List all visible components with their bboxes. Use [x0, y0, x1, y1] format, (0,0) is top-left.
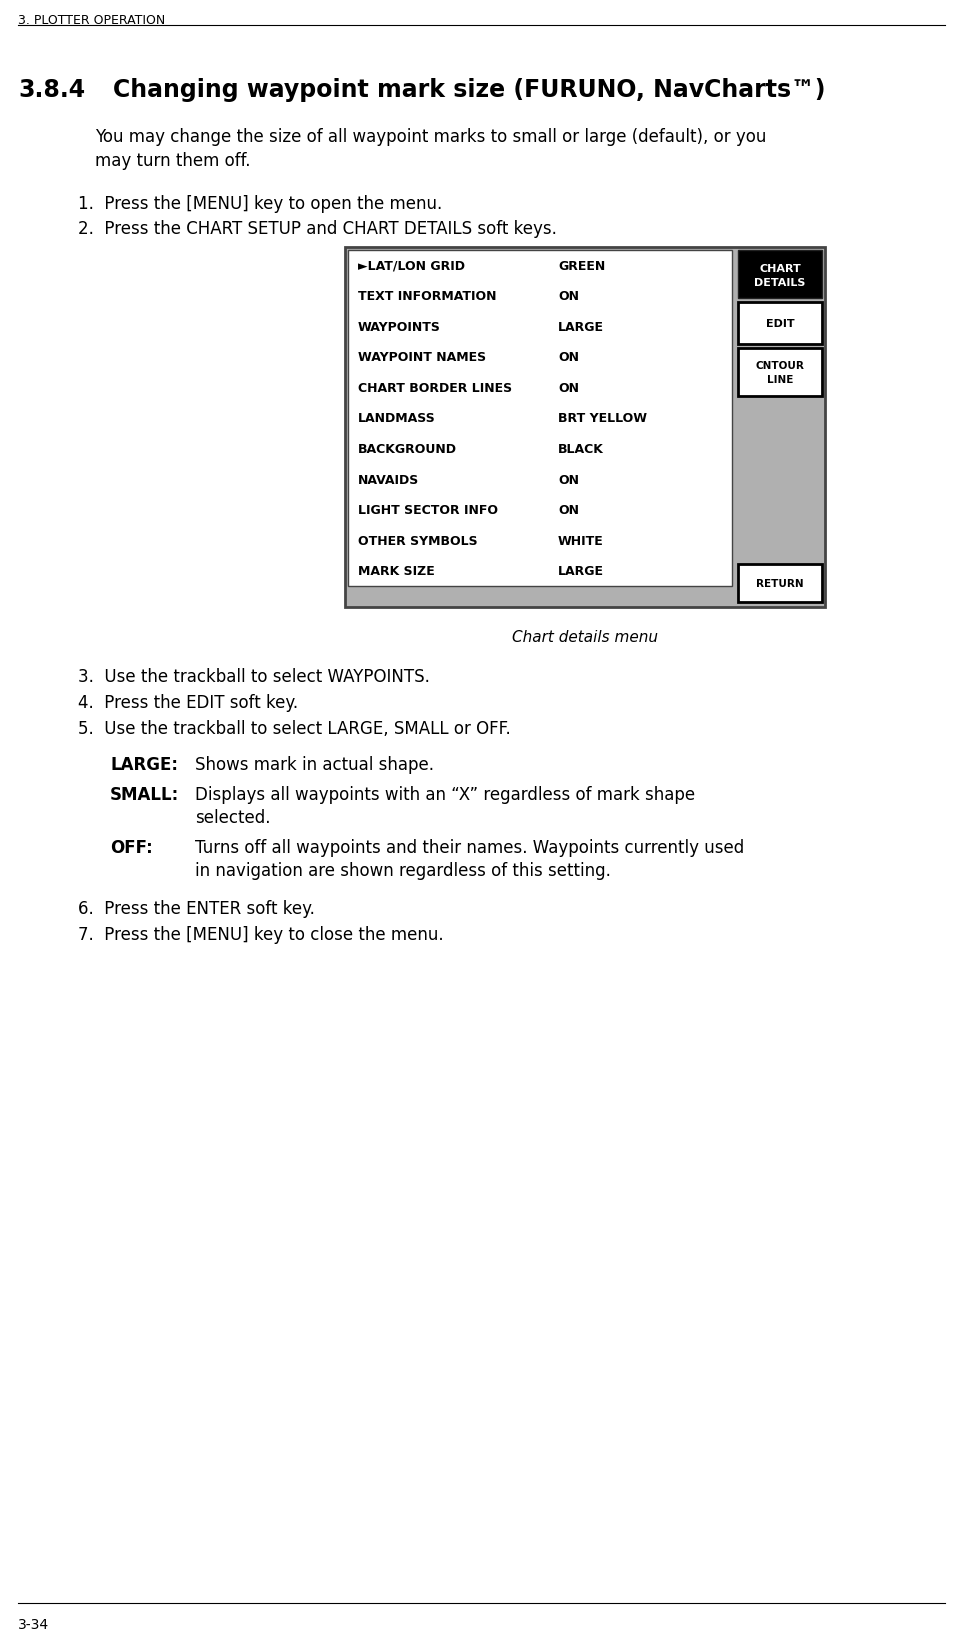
Text: ►LAT/LON GRID: ►LAT/LON GRID — [358, 259, 465, 273]
Text: 7.  Press the [MENU] key to close the menu.: 7. Press the [MENU] key to close the men… — [78, 925, 444, 943]
Text: Chart details menu: Chart details menu — [512, 630, 658, 645]
Text: BACKGROUND: BACKGROUND — [358, 442, 457, 455]
Text: Changing waypoint mark size (FURUNO, NavCharts™): Changing waypoint mark size (FURUNO, Nav… — [113, 78, 825, 101]
Text: 1.  Press the [MENU] key to open the menu.: 1. Press the [MENU] key to open the menu… — [78, 194, 442, 212]
Text: OFF:: OFF: — [110, 839, 153, 857]
Bar — [738, 251, 822, 299]
Text: WHITE: WHITE — [558, 534, 604, 547]
Text: Displays all waypoints with an “X” regardless of mark shape: Displays all waypoints with an “X” regar… — [195, 785, 695, 803]
Text: MARK SIZE: MARK SIZE — [358, 565, 434, 578]
Text: You may change the size of all waypoint marks to small or large (default), or yo: You may change the size of all waypoint … — [95, 127, 767, 145]
Text: LARGE: LARGE — [558, 320, 604, 333]
Text: LIGHT SECTOR INFO: LIGHT SECTOR INFO — [358, 504, 498, 517]
Bar — [345, 248, 825, 607]
Bar — [348, 251, 732, 586]
Text: selected.: selected. — [195, 808, 271, 826]
Text: OTHER SYMBOLS: OTHER SYMBOLS — [358, 534, 478, 547]
Text: in navigation are shown regardless of this setting.: in navigation are shown regardless of th… — [195, 862, 611, 880]
Text: LARGE:: LARGE: — [110, 756, 178, 774]
Text: CNTOUR: CNTOUR — [756, 361, 804, 370]
Text: WAYPOINTS: WAYPOINTS — [358, 320, 441, 333]
Bar — [738, 349, 822, 397]
Text: Turns off all waypoints and their names. Waypoints currently used: Turns off all waypoints and their names.… — [195, 839, 744, 857]
Text: ON: ON — [558, 382, 579, 395]
Text: 3.8.4: 3.8.4 — [18, 78, 85, 101]
Text: DETAILS: DETAILS — [754, 277, 806, 287]
Text: SMALL:: SMALL: — [110, 785, 179, 803]
Text: WAYPOINT NAMES: WAYPOINT NAMES — [358, 351, 486, 364]
Text: ON: ON — [558, 473, 579, 486]
Bar — [738, 304, 822, 344]
Text: 3.  Use the trackball to select WAYPOINTS.: 3. Use the trackball to select WAYPOINTS… — [78, 667, 429, 685]
Text: CHART: CHART — [759, 264, 801, 274]
Text: GREEN: GREEN — [558, 259, 606, 273]
Text: CHART BORDER LINES: CHART BORDER LINES — [358, 382, 512, 395]
Text: 3. PLOTTER OPERATION: 3. PLOTTER OPERATION — [18, 15, 166, 28]
Text: may turn them off.: may turn them off. — [95, 152, 250, 170]
Text: ON: ON — [558, 504, 579, 517]
Text: TEXT INFORMATION: TEXT INFORMATION — [358, 290, 497, 304]
Text: ON: ON — [558, 351, 579, 364]
Text: BRT YELLOW: BRT YELLOW — [558, 413, 647, 426]
Text: Shows mark in actual shape.: Shows mark in actual shape. — [195, 756, 434, 774]
Text: EDIT: EDIT — [766, 318, 794, 328]
Text: 6.  Press the ENTER soft key.: 6. Press the ENTER soft key. — [78, 899, 315, 917]
Text: LARGE: LARGE — [558, 565, 604, 578]
Text: LINE: LINE — [767, 375, 794, 385]
Text: BLACK: BLACK — [558, 442, 604, 455]
Text: RETURN: RETURN — [756, 579, 804, 589]
Text: NAVAIDS: NAVAIDS — [358, 473, 419, 486]
Bar — [738, 565, 822, 602]
Text: 5.  Use the trackball to select LARGE, SMALL or OFF.: 5. Use the trackball to select LARGE, SM… — [78, 720, 510, 738]
Text: 4.  Press the EDIT soft key.: 4. Press the EDIT soft key. — [78, 694, 299, 712]
Text: ON: ON — [558, 290, 579, 304]
Text: LANDMASS: LANDMASS — [358, 413, 435, 426]
Text: 3-34: 3-34 — [18, 1617, 49, 1630]
Text: 2.  Press the CHART SETUP and CHART DETAILS soft keys.: 2. Press the CHART SETUP and CHART DETAI… — [78, 220, 557, 238]
